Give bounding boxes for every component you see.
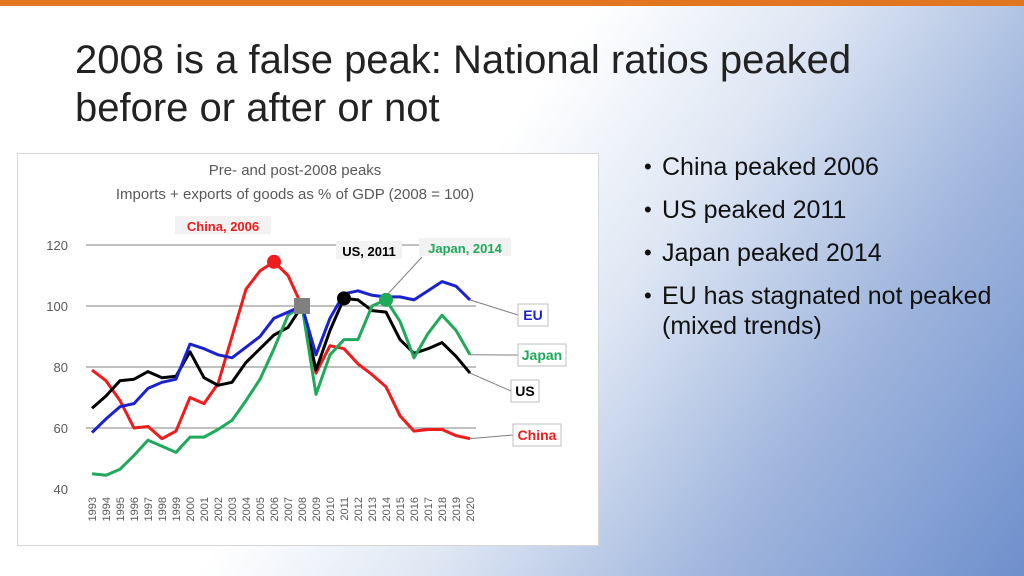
- annotation-label-0: China, 2006: [187, 219, 259, 234]
- y-tick-label-40: 40: [54, 482, 68, 497]
- x-tick-label-2004: 2004: [241, 497, 253, 521]
- annotation-label-2: Japan, 2014: [428, 241, 502, 256]
- chart-title: Pre- and post-2008 peaks: [209, 162, 382, 179]
- x-tick-label-1996: 1996: [129, 497, 141, 521]
- x-tick-label-1995: 1995: [115, 497, 127, 521]
- y-tick-label-80: 80: [54, 360, 68, 375]
- y-tick-label-60: 60: [54, 421, 68, 436]
- x-tick-label-2012: 2012: [353, 497, 365, 521]
- x-tick-label-2020: 2020: [465, 497, 477, 521]
- legend-leader-china: [470, 435, 513, 439]
- slide-title: 2008 is a false peak: National ratios pe…: [75, 36, 935, 132]
- x-tick-label-2006: 2006: [269, 497, 281, 521]
- chart-subtitle: Imports + exports of goods as % of GDP (…: [116, 186, 474, 203]
- x-tick-label-2018: 2018: [437, 497, 449, 521]
- x-tick-label-1997: 1997: [143, 497, 155, 521]
- x-tick-label-2002: 2002: [213, 497, 225, 521]
- x-tick-label-2014: 2014: [381, 497, 393, 521]
- bullet-us: US peaked 2011: [644, 195, 1004, 225]
- x-tick-label-2009: 2009: [311, 497, 323, 521]
- chart-panel: Pre- and post-2008 peaks Imports + export…: [17, 153, 599, 546]
- legend-label-eu: EU: [523, 307, 542, 323]
- x-tick-label-2000: 2000: [185, 497, 197, 521]
- x-tick-label-1994: 1994: [101, 497, 113, 521]
- x-tick-label-2007: 2007: [283, 497, 295, 521]
- x-tick-label-1993: 1993: [87, 497, 99, 521]
- x-tick-label-2017: 2017: [423, 497, 435, 521]
- bullet-japan: Japan peaked 2014: [644, 238, 1004, 268]
- slide-title-lead: 2008 is a false peak:: [75, 38, 442, 82]
- bullet-china: China peaked 2006: [644, 152, 1004, 182]
- x-tick-label-2001: 2001: [199, 497, 211, 521]
- x-tick-label-2011: 2011: [339, 497, 351, 521]
- y-tick-label-100: 100: [46, 299, 68, 314]
- x-tick-label-2010: 2010: [325, 497, 337, 521]
- annotation-leader-japan: [388, 257, 422, 294]
- x-tick-label-2003: 2003: [227, 497, 239, 521]
- peak-marker-1: [337, 291, 351, 305]
- peak-marker-2: [379, 293, 393, 307]
- x-tick-label-2015: 2015: [395, 497, 407, 521]
- annotation-label-1: US, 2011: [342, 244, 396, 259]
- legend-leader-us: [470, 373, 511, 391]
- x-tick-label-2016: 2016: [409, 497, 421, 521]
- peak-marker-0: [267, 255, 281, 269]
- top-accent-bar: [0, 0, 1024, 6]
- x-tick-label-2008: 2008: [297, 497, 309, 521]
- legend-label-china: China: [518, 427, 557, 443]
- x-tick-label-2005: 2005: [255, 497, 267, 521]
- series-line-china: [92, 262, 470, 439]
- bullet-list: China peaked 2006 US peaked 2011 Japan p…: [644, 152, 1004, 354]
- line-chart: Pre- and post-2008 peaks Imports + export…: [18, 154, 598, 545]
- legend-leader-eu: [470, 300, 518, 315]
- x-tick-label-2019: 2019: [451, 497, 463, 521]
- reference-marker-2008: [294, 298, 310, 314]
- x-tick-label-2013: 2013: [367, 497, 379, 521]
- x-tick-label-1998: 1998: [157, 497, 169, 521]
- legend-label-us: US: [515, 383, 534, 399]
- x-tick-label-1999: 1999: [171, 497, 183, 521]
- y-tick-label-120: 120: [46, 238, 68, 253]
- bullet-eu: EU has stagnated not peaked (mixed trend…: [644, 281, 1004, 341]
- legend-label-japan: Japan: [522, 347, 562, 363]
